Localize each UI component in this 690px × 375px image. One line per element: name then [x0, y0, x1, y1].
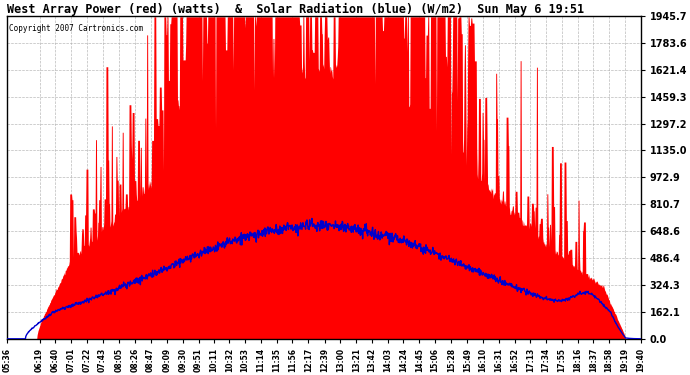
Text: Copyright 2007 Cartronics.com: Copyright 2007 Cartronics.com [9, 24, 144, 33]
Text: West Array Power (red) (watts)  &  Solar Radiation (blue) (W/m2)  Sun May 6 19:5: West Array Power (red) (watts) & Solar R… [8, 3, 584, 16]
